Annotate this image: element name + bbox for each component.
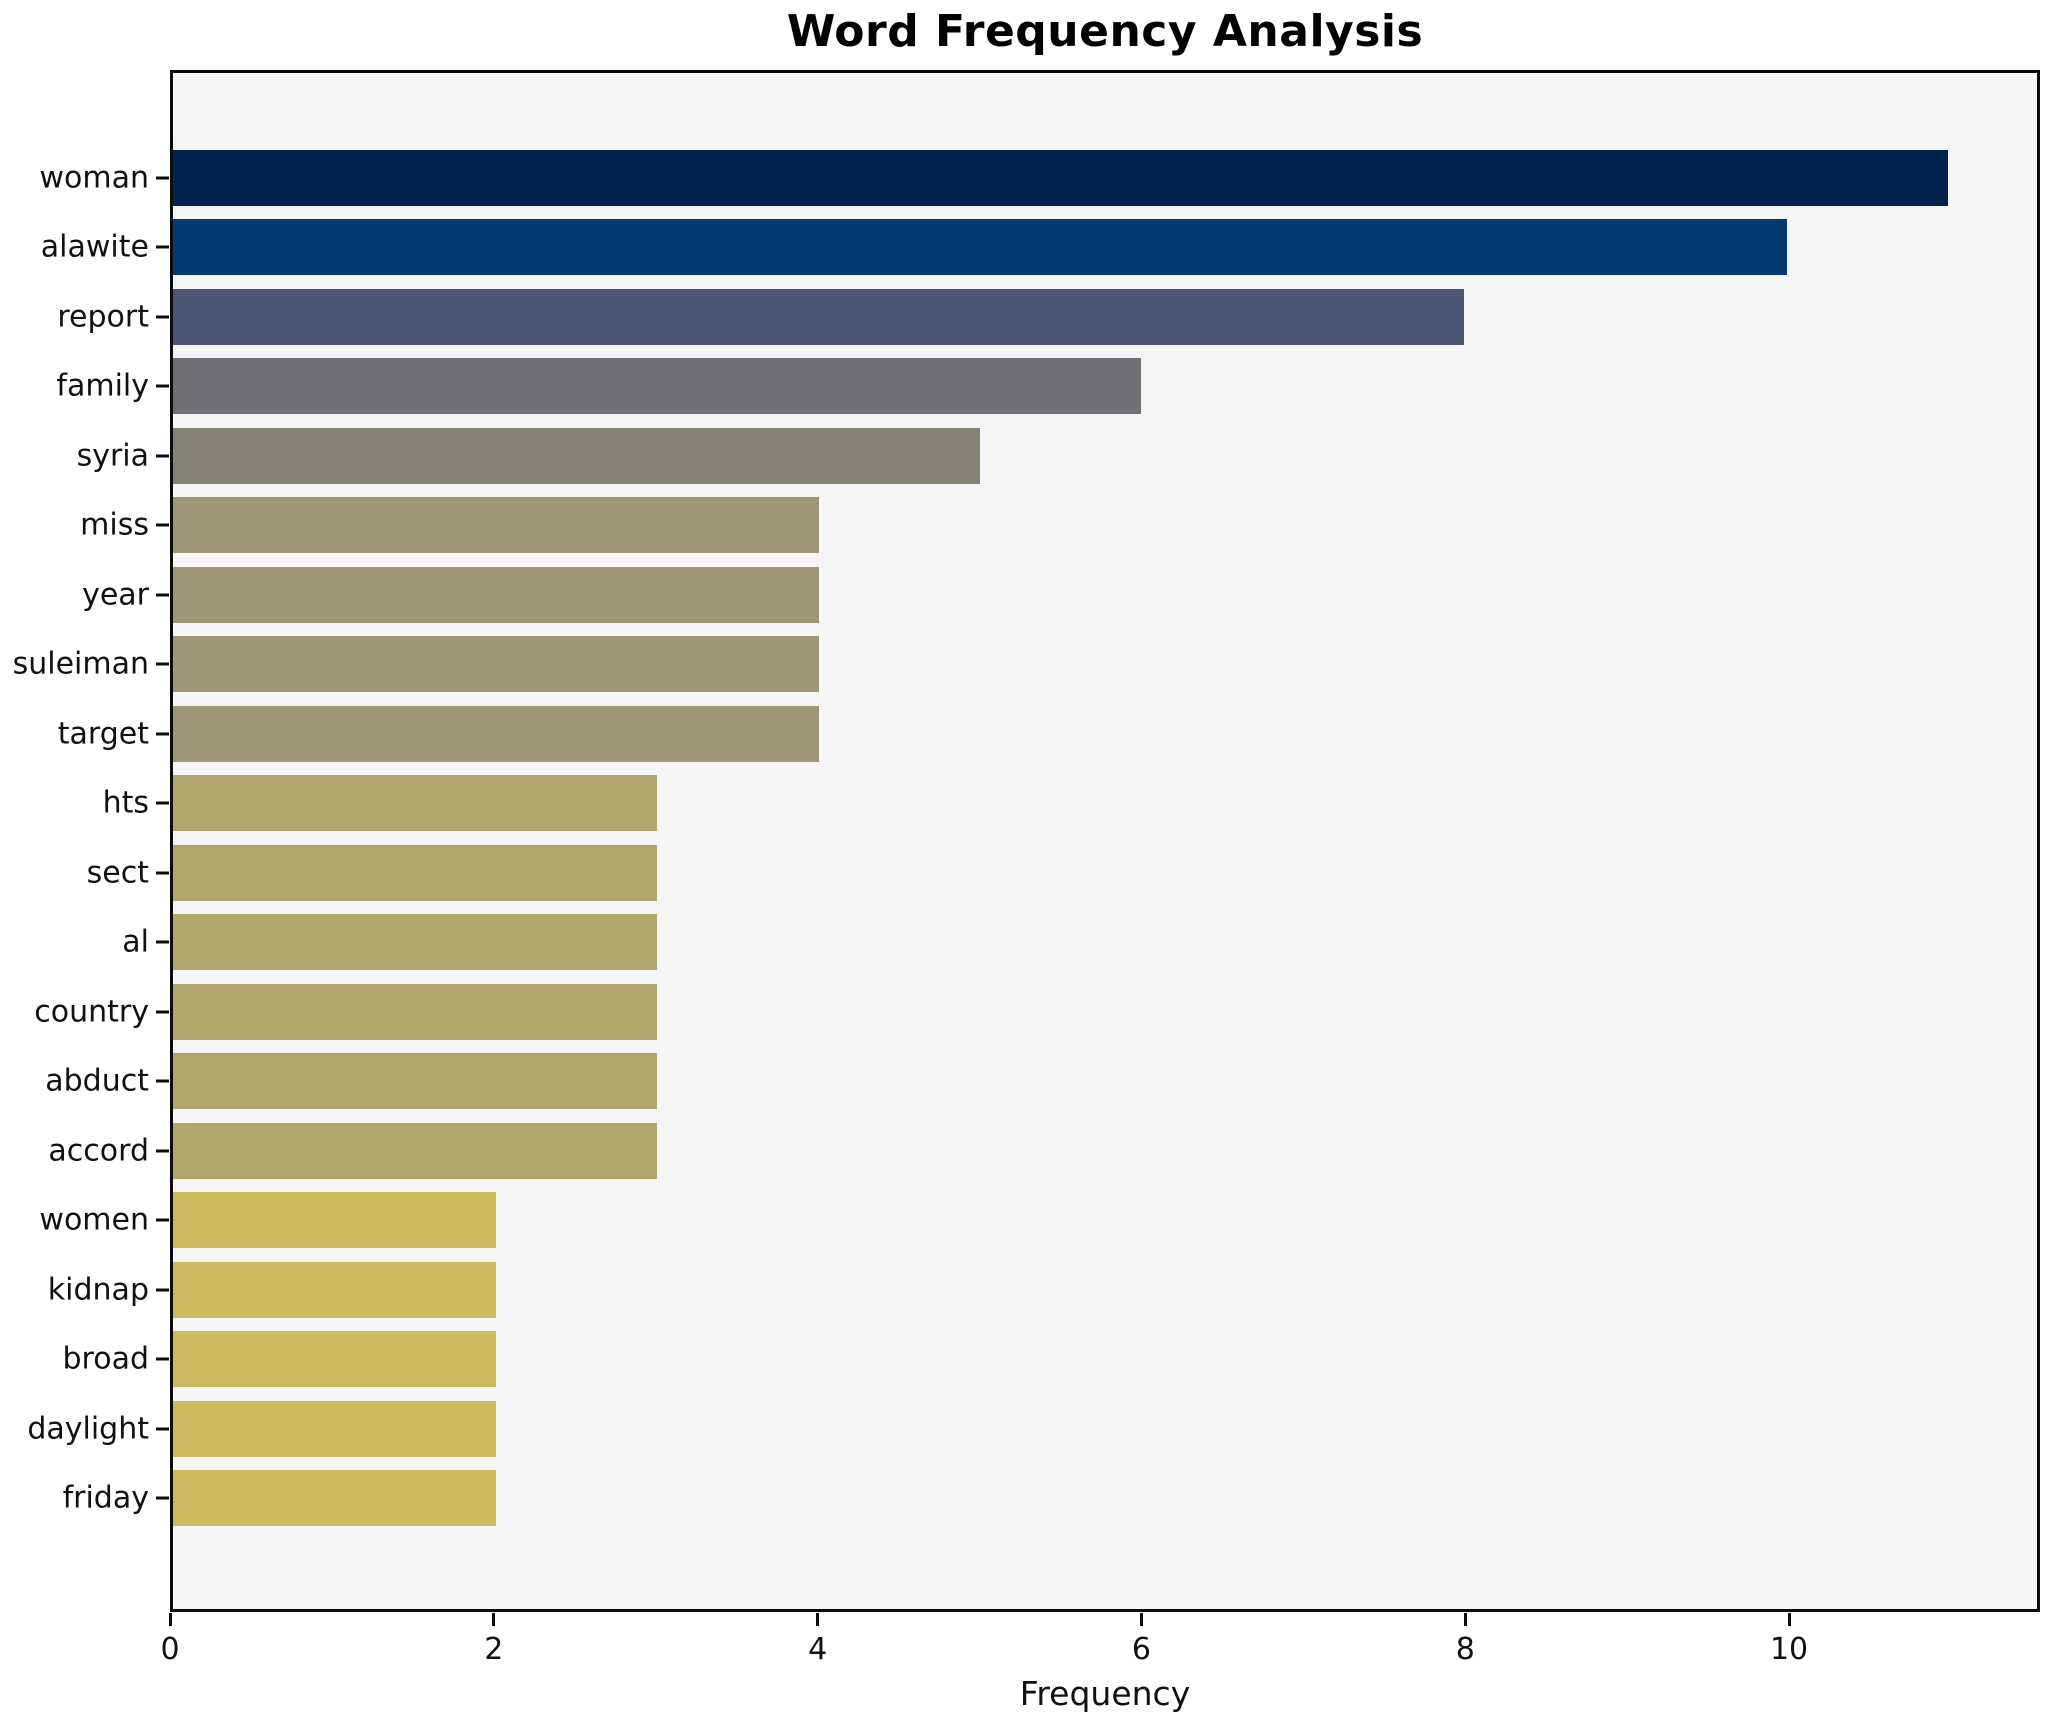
x-tick-label: 8 [1455, 1632, 1475, 1667]
y-tick-mark [156, 523, 169, 527]
y-tick-label: family [56, 368, 149, 404]
bar-row: alawite [41, 213, 2037, 283]
bar-family [173, 358, 1142, 415]
y-tick-mark [156, 801, 169, 805]
y-tick-mark [156, 1149, 169, 1153]
x-tick-label: 6 [1131, 1632, 1151, 1667]
y-tick-mark [156, 1496, 169, 1500]
y-tick-label: miss [80, 507, 149, 543]
x-tick-mark [492, 1613, 496, 1626]
bar-syria [173, 427, 980, 484]
bar-kidnap [173, 1261, 496, 1318]
y-tick-mark [156, 1010, 169, 1014]
bar-rows: woman alawite report family syria miss year sul… [13, 143, 2037, 1534]
bar-row: kidnap [48, 1255, 2037, 1325]
y-tick-label: friday [62, 1480, 149, 1516]
x-tick-mark [816, 1613, 820, 1626]
x-tick-mark [1463, 1613, 1467, 1626]
bar-row: accord [48, 1116, 2037, 1186]
y-tick-label: target [57, 716, 149, 752]
bar-suleiman [173, 636, 819, 693]
y-tick-label: abduct [45, 1063, 149, 1099]
x-tick-label: 0 [160, 1632, 180, 1667]
y-tick-label: hts [102, 785, 149, 821]
y-tick-mark [156, 732, 169, 736]
y-tick-mark [156, 940, 169, 944]
y-tick-label: broad [62, 1341, 150, 1377]
bar-row: al [122, 908, 2037, 978]
bar-row: sect [87, 838, 2037, 908]
bar-friday [173, 1470, 496, 1527]
y-tick-label: alawite [40, 229, 149, 265]
bar-country [173, 983, 658, 1040]
y-tick-mark [156, 1218, 169, 1222]
bar-row: broad [63, 1325, 2037, 1395]
bar-daylight [173, 1400, 496, 1457]
bar-row: country [34, 977, 2037, 1047]
bar-row: miss [80, 491, 2037, 561]
x-tick-mark [1787, 1613, 1791, 1626]
x-tick-mark [1139, 1613, 1143, 1626]
bar-row: family [56, 352, 2037, 422]
bar-al [173, 914, 658, 971]
y-tick-label: kidnap [47, 1272, 149, 1308]
bar-row: abduct [45, 1047, 2037, 1117]
bar-abduct [173, 1053, 658, 1110]
bar-row: daylight [27, 1394, 2037, 1464]
bar-row: woman [39, 143, 2037, 213]
x-tick-label: 4 [808, 1632, 828, 1667]
y-tick-mark [156, 1427, 169, 1431]
y-tick-mark [156, 176, 169, 180]
y-tick-mark [156, 1079, 169, 1083]
bar-row: target [58, 699, 2037, 769]
y-tick-label: report [57, 299, 149, 335]
bar-woman [173, 149, 1949, 206]
y-tick-mark [156, 1357, 169, 1361]
plot-area: woman alawite report family syria miss year sul… [13, 70, 2040, 1612]
bar-accord [173, 1122, 658, 1179]
y-tick-mark [156, 384, 169, 388]
bar-row: syria [77, 421, 2037, 491]
y-tick-mark [156, 871, 169, 875]
y-tick-mark [156, 315, 169, 319]
y-tick-label: suleiman [12, 646, 149, 682]
bar-row: hts [103, 769, 2037, 839]
bar-row: year [82, 560, 2037, 630]
x-axis-label: Frequency [1019, 1674, 1191, 1713]
bar-report [173, 288, 1465, 345]
y-tick-mark [156, 245, 169, 249]
y-tick-label: sect [86, 855, 149, 891]
bar-alawite [173, 219, 1787, 276]
chart-title: Word Frequency Analysis [786, 6, 1424, 57]
bar-row: friday [63, 1464, 2037, 1534]
bar-women [173, 1192, 496, 1249]
y-tick-label: woman [39, 160, 149, 196]
bar-row: women [39, 1186, 2037, 1256]
y-tick-mark [156, 454, 169, 458]
bar-target [173, 705, 819, 762]
y-tick-label: daylight [27, 1411, 149, 1447]
x-tick-label: 10 [1769, 1632, 1809, 1667]
y-tick-label: al [122, 924, 149, 960]
y-tick-mark [156, 593, 169, 597]
x-tick-mark [168, 1613, 172, 1626]
y-tick-label: year [82, 577, 149, 613]
y-tick-label: syria [76, 438, 149, 474]
x-tick-label: 2 [484, 1632, 504, 1667]
y-tick-mark [156, 1288, 169, 1292]
y-tick-label: country [34, 994, 149, 1030]
y-tick-label: women [39, 1202, 149, 1238]
bar-row: report [57, 282, 2037, 352]
bar-hts [173, 775, 658, 832]
y-tick-mark [156, 662, 169, 666]
bar-year [173, 566, 819, 623]
bar-broad [173, 1331, 496, 1388]
y-tick-label: accord [48, 1133, 149, 1169]
bar-sect [173, 844, 658, 901]
bar-row: suleiman [13, 630, 2037, 700]
bar-miss [173, 497, 819, 554]
